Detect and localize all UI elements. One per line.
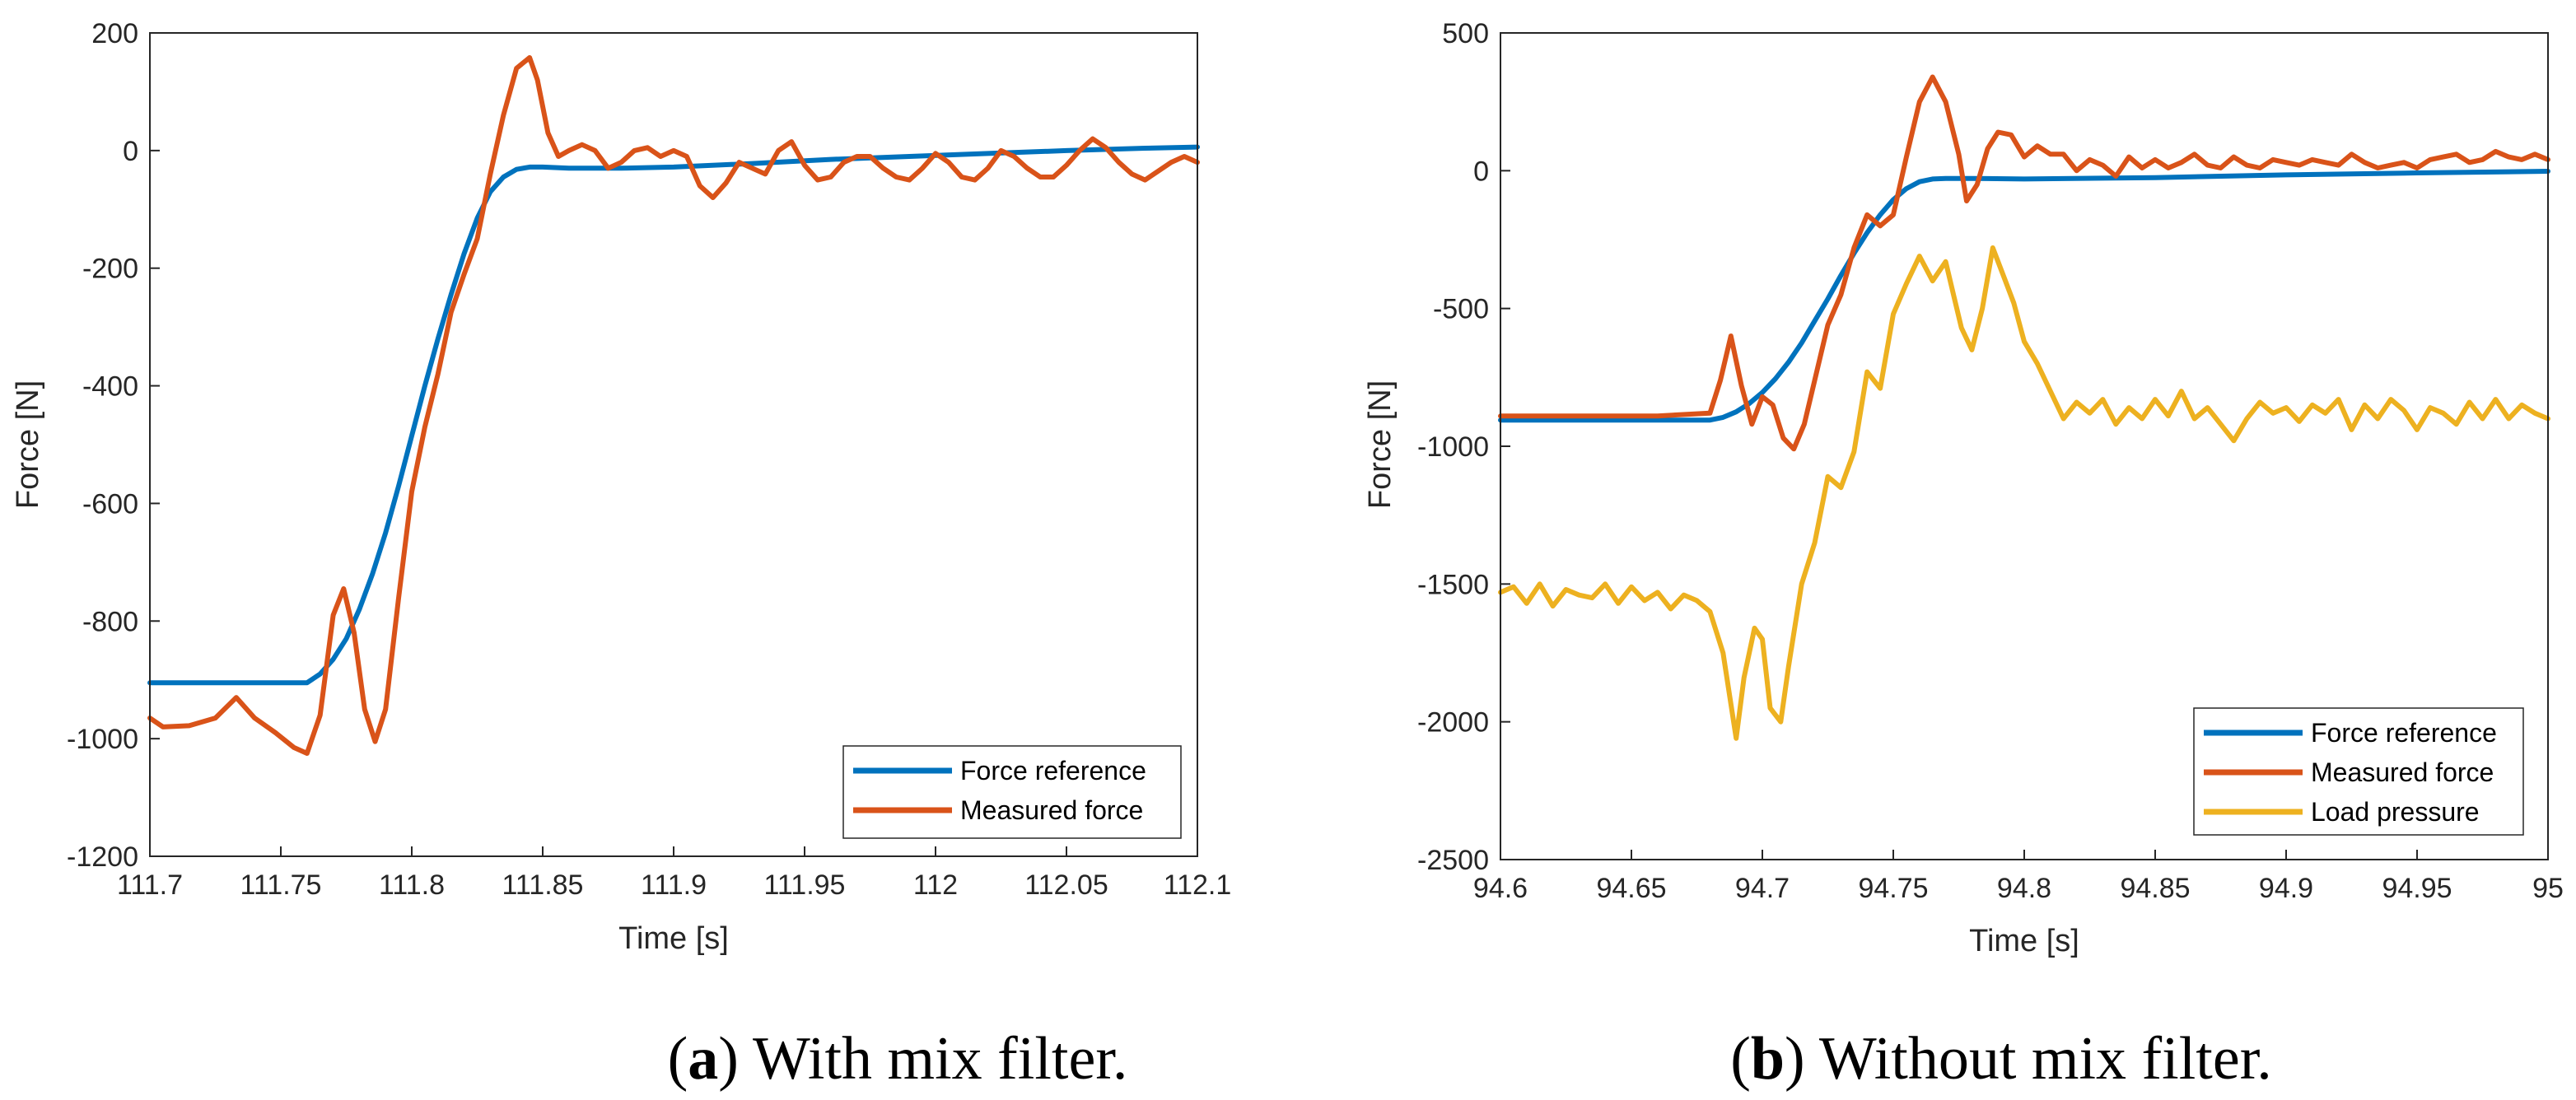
panel-b-ylabel: Force [N] — [1363, 380, 1398, 509]
panel-b-without-mix-filter: 94.6 94.65 94.7 94.75 94.8 94.85 94.9 94.95 95 50… — [1363, 18, 2564, 958]
panel-a-xtick-label: 111.7 — [117, 869, 183, 901]
panel-a-legend: Force reference Measured force — [842, 745, 1182, 839]
panel-b-legend-label-measured-force: Measured force — [2311, 757, 2494, 787]
panel-a-legend-box — [842, 745, 1182, 839]
caption-b: (b) Without mix filter. — [1730, 1025, 2272, 1093]
panel-b-xtick-label: 94.9 — [2259, 873, 2313, 904]
panel-a-ytick-label: -600 — [82, 488, 138, 520]
panel-b-series-load-pressure — [1498, 245, 2550, 741]
panel-b-xtick-label: 94.65 — [1596, 873, 1666, 904]
panel-a-ytick-label: -1000 — [67, 724, 138, 755]
panel-b-xtick-label: 94.8 — [1997, 873, 2051, 904]
panel-a-xtick-label: 111.75 — [240, 869, 322, 901]
panel-a-ytick-label: -1200 — [67, 841, 138, 873]
panel-a-xlabel: Time [s] — [618, 921, 729, 956]
caption-a-text: With mix filter. — [753, 1025, 1127, 1093]
panel-a-xtick-label: 111.95 — [764, 869, 846, 901]
panel-b-series-force-reference — [1498, 169, 2550, 423]
panel-a-legend-label-force-reference: Force reference — [960, 756, 1146, 785]
panel-b-xtick-label: 94.7 — [1735, 873, 1790, 904]
panel-a-xtick-label: 112.1 — [1164, 869, 1232, 901]
panel-a-ytick-label: -200 — [82, 254, 138, 285]
caption-a: (a) With mix filter. — [668, 1025, 1128, 1093]
panel-a-xtick-label: 111.8 — [379, 869, 445, 901]
panel-a-series-measured-force — [147, 55, 1200, 756]
panel-a-axes-box — [149, 32, 1198, 857]
panel-b-ytick-label: 0 — [1473, 156, 1489, 187]
caption-b-letter: b — [1751, 1025, 1785, 1093]
panel-b-legend: Force reference Measured force Load pres… — [2193, 707, 2524, 836]
panel-a-ylabel: Force [N] — [11, 380, 45, 509]
panel-b-plot-marks — [1498, 74, 2550, 741]
panel-a-legend-label-measured-force: Measured force — [960, 795, 1143, 825]
panel-a-xtick-label: 111.9 — [641, 869, 707, 901]
panel-a-ticks: 111.7 111.75 111.8 111.85 111.9 111.95 112 112.… — [67, 18, 1231, 901]
panel-b-series-measured-force — [1498, 74, 2550, 452]
panel-b-ytick-label: -2500 — [1417, 845, 1489, 876]
caption-b-text: Without mix filter. — [1819, 1025, 2272, 1093]
panel-a-ytick-label: 200 — [91, 18, 138, 49]
panel-b-xtick-label: 94.6 — [1473, 873, 1528, 904]
panel-b-ytick-label: -2000 — [1417, 707, 1489, 739]
panel-a-ytick-label: 0 — [123, 136, 138, 167]
panel-b-ytick-label: 500 — [1442, 18, 1489, 49]
panel-b-xlabel: Time [s] — [1969, 924, 2079, 958]
panel-b-xtick-label: 94.85 — [2120, 873, 2190, 904]
caption-a-letter: a — [688, 1025, 718, 1093]
panel-b-xtick-label: 95 — [2532, 873, 2564, 904]
panel-a-series-force-reference — [147, 144, 1200, 686]
panel-a-ytick-label: -400 — [82, 371, 138, 403]
panel-a-with-mix-filter: 111.7 111.75 111.8 111.85 111.9 111.95 112 112.… — [11, 18, 1231, 956]
panel-a-xtick-label: 112 — [913, 869, 958, 901]
panel-b-legend-label-force-reference: Force reference — [2311, 718, 2497, 748]
panel-b-ticks: 94.6 94.65 94.7 94.75 94.8 94.85 94.9 94.95 95 50… — [1417, 18, 2564, 904]
panel-b-ytick-label: -1000 — [1417, 431, 1489, 463]
panel-a-xtick-label: 112.05 — [1024, 869, 1108, 901]
panel-b-ytick-label: -1500 — [1417, 569, 1489, 600]
panel-b-xtick-label: 94.95 — [2382, 873, 2452, 904]
panel-b-legend-label-load-pressure: Load pressure — [2311, 797, 2480, 827]
panel-b-xtick-label: 94.75 — [1858, 873, 1928, 904]
panel-a-xtick-label: 111.85 — [502, 869, 584, 901]
panel-a-plot-marks — [147, 55, 1200, 756]
panel-b-ytick-label: -500 — [1433, 294, 1489, 325]
panel-a-ytick-label: -800 — [82, 606, 138, 637]
